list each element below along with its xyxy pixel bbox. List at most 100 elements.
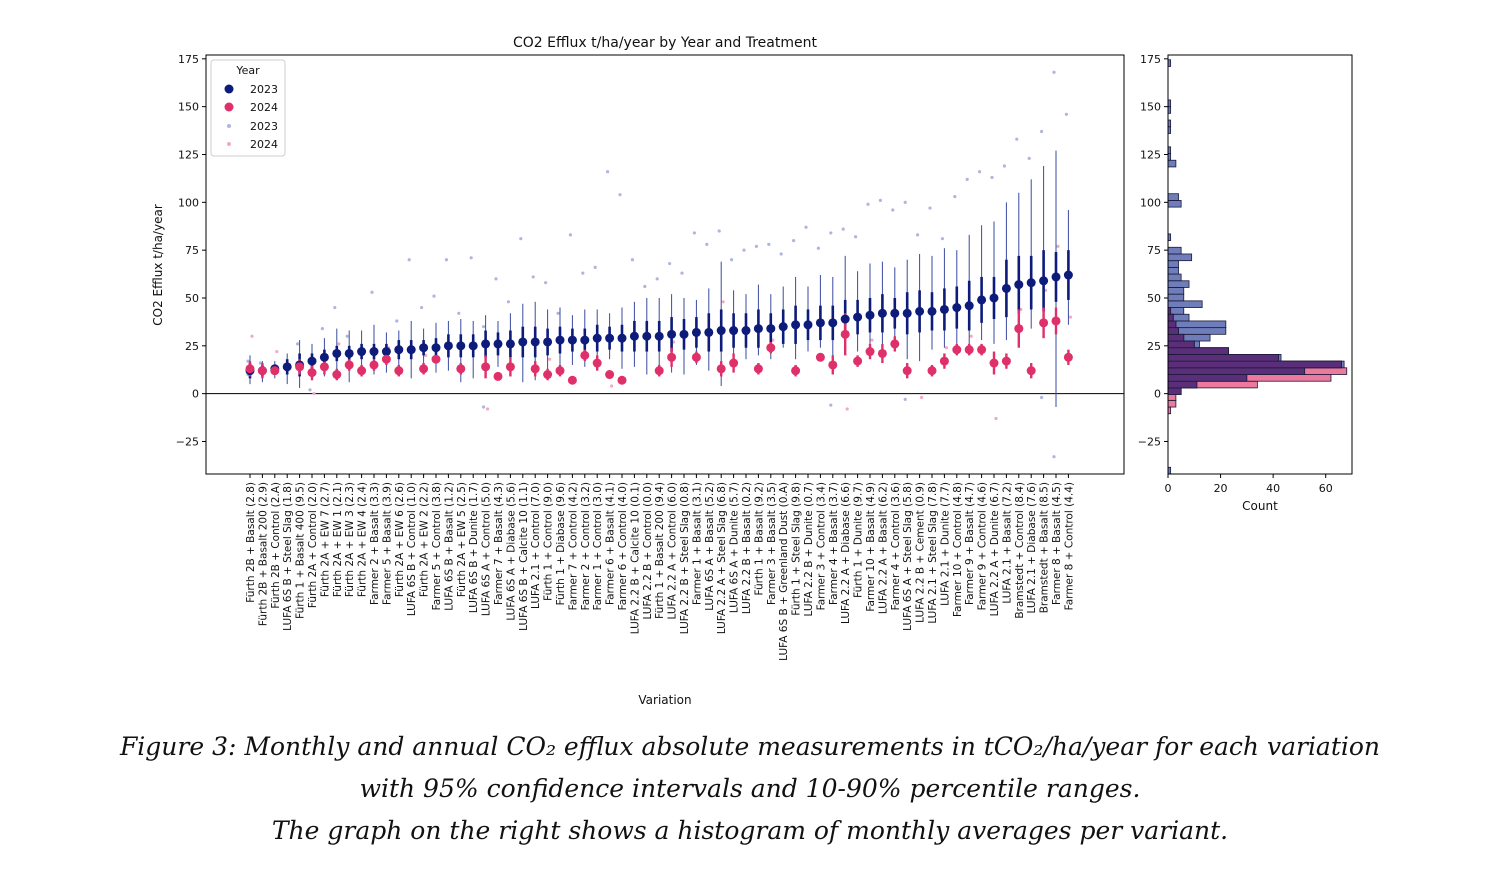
legend-label-2024-raw: 2024 bbox=[250, 138, 278, 151]
raw-point-2023 bbox=[320, 326, 324, 331]
raw-point-2023 bbox=[457, 311, 461, 315]
histogram-y-tick-label: 50 bbox=[1147, 292, 1161, 305]
histogram-bar-overlap bbox=[1167, 327, 1179, 335]
mean-point-2023 bbox=[1026, 278, 1036, 288]
x-tick-label: Fürth 2A + Control (2.0) bbox=[307, 482, 319, 608]
raw-point-2024 bbox=[920, 395, 924, 400]
histogram-frame bbox=[1167, 54, 1353, 475]
mean-point-2023 bbox=[1063, 270, 1073, 280]
mean-point-2024 bbox=[344, 360, 354, 370]
histogram-bar-2023 bbox=[1167, 246, 1182, 255]
mean-point-2023 bbox=[667, 329, 677, 339]
x-axis-label: Variation bbox=[638, 693, 691, 707]
histogram-bar-overlap bbox=[1167, 367, 1306, 375]
raw-point-2023 bbox=[854, 235, 858, 239]
legend-marker-2024 bbox=[224, 102, 234, 112]
x-tick-label: LUFA 2.1 + Basalt (7.2) bbox=[1001, 482, 1013, 604]
histogram-bar-overlap bbox=[1167, 354, 1279, 362]
mean-point-2023 bbox=[443, 341, 453, 351]
mean-point-2023 bbox=[629, 331, 639, 341]
x-tick-label: Farmer 10 + Control (4.8) bbox=[952, 482, 964, 617]
mean-point-2023 bbox=[282, 362, 292, 372]
raw-point-2023 bbox=[816, 246, 821, 250]
histogram-bar-2023 bbox=[1167, 280, 1190, 288]
x-tick-label: LUFA 2.2 A + Diabase (6.6) bbox=[840, 482, 852, 624]
mean-point-2023 bbox=[530, 337, 540, 347]
x-tick-label: Fürth 2A + EW 6 (2.6) bbox=[394, 482, 406, 597]
histogram-y-tick-label: 175 bbox=[1140, 53, 1161, 66]
raw-point-2023 bbox=[593, 265, 597, 269]
mean-point-2023 bbox=[865, 310, 875, 320]
x-tick-label: LUFA 2.1 + Control (7.0) bbox=[530, 482, 542, 609]
x-tick-label: LUFA 2.1 + Diabase (7.6) bbox=[1026, 482, 1038, 613]
mean-point-2024 bbox=[989, 358, 999, 368]
x-tick-label: LUFA 6S A + Diabase (5.6) bbox=[505, 482, 517, 621]
mean-point-2024 bbox=[977, 345, 987, 355]
mean-point-2024 bbox=[890, 339, 900, 349]
raw-point-2023 bbox=[990, 175, 994, 180]
mean-point-2024 bbox=[964, 345, 974, 355]
raw-point-2024 bbox=[721, 300, 725, 304]
raw-point-2024 bbox=[994, 416, 998, 421]
x-tick-label: LUFA 2.2 B + Dunite (0.7) bbox=[803, 482, 815, 616]
mean-point-2024 bbox=[493, 371, 503, 381]
histogram-y-tick-label: −25 bbox=[1138, 435, 1161, 448]
histogram-bar-overlap bbox=[1167, 347, 1229, 355]
mean-point-2023 bbox=[803, 320, 813, 330]
raw-point-2023 bbox=[482, 405, 486, 409]
raw-point-2023 bbox=[581, 271, 585, 275]
legend-marker-2023-raw bbox=[227, 124, 231, 128]
mean-point-2024 bbox=[667, 352, 677, 362]
x-tick-label: Farmer 2 + Control (3.2) bbox=[580, 482, 592, 610]
x-tick-label: LUFA 6S A + Steel Slag (5.8) bbox=[902, 482, 914, 631]
mean-point-2023 bbox=[902, 308, 912, 318]
histogram-bar-2023 bbox=[1167, 293, 1185, 302]
histogram-bar-2023 bbox=[1167, 159, 1177, 168]
mean-point-2024 bbox=[654, 366, 664, 376]
x-tick-label: Farmer 3 + Control (3.4) bbox=[815, 482, 827, 610]
mean-point-2024 bbox=[307, 368, 317, 378]
histogram-x-tick-label: 40 bbox=[1266, 482, 1280, 495]
means-layer bbox=[245, 270, 1073, 385]
raw-point-2023 bbox=[742, 248, 746, 252]
mean-point-2024 bbox=[567, 375, 577, 385]
histogram-y-tick-label: 125 bbox=[1140, 148, 1161, 161]
mean-point-2024 bbox=[902, 366, 912, 376]
mean-point-2023 bbox=[1014, 280, 1024, 290]
mean-point-2023 bbox=[704, 327, 714, 337]
x-tick-label: LUFA 6S B + Steel Slag (1.8) bbox=[282, 482, 294, 631]
mean-point-2023 bbox=[915, 306, 925, 316]
mean-point-2024 bbox=[394, 366, 404, 376]
raw-point-2023 bbox=[903, 397, 907, 401]
mean-point-2023 bbox=[394, 345, 404, 355]
raw-point-2023 bbox=[630, 258, 635, 262]
mean-point-2024 bbox=[939, 356, 949, 366]
figure-caption: Figure 3: Monthly and annual CO₂ efflux … bbox=[0, 726, 1500, 852]
raw-point-2024 bbox=[275, 349, 279, 354]
mean-point-2024 bbox=[927, 366, 937, 376]
x-tick-label: Fürth 1 + Basalt 200 (9.4) bbox=[654, 482, 666, 619]
raw-point-2023 bbox=[556, 311, 560, 315]
mean-point-2023 bbox=[431, 343, 441, 353]
x-tick-label: LUFA 6S B + Calcite 10 (1.1) bbox=[518, 482, 530, 631]
legend-title: Year bbox=[235, 64, 260, 77]
caption-line-2: with 95% confidence intervals and 10-90%… bbox=[359, 774, 1141, 803]
raw-point-2024 bbox=[969, 334, 973, 338]
raw-point-2023 bbox=[1064, 112, 1068, 116]
mean-point-2024 bbox=[1051, 316, 1061, 326]
raw-point-2023 bbox=[618, 193, 622, 197]
raw-point-2023 bbox=[754, 244, 759, 248]
raw-point-2024 bbox=[845, 407, 849, 411]
y-tick-label: 25 bbox=[185, 340, 199, 353]
mean-point-2024 bbox=[815, 352, 825, 362]
mean-point-2024 bbox=[245, 364, 255, 374]
mean-point-2023 bbox=[1051, 272, 1061, 282]
x-tick-label: Fürth 2A + EW 2 (2.2) bbox=[419, 482, 431, 597]
y-tick-label: 175 bbox=[178, 53, 199, 66]
raw-point-2023 bbox=[779, 252, 783, 256]
raw-point-2023 bbox=[568, 233, 573, 237]
mean-point-2024 bbox=[617, 375, 627, 385]
mean-point-2024 bbox=[295, 362, 305, 372]
mean-point-2024 bbox=[369, 360, 379, 370]
x-tick-label: Fürth 2B + Basalt 200 (2.9) bbox=[257, 482, 269, 626]
